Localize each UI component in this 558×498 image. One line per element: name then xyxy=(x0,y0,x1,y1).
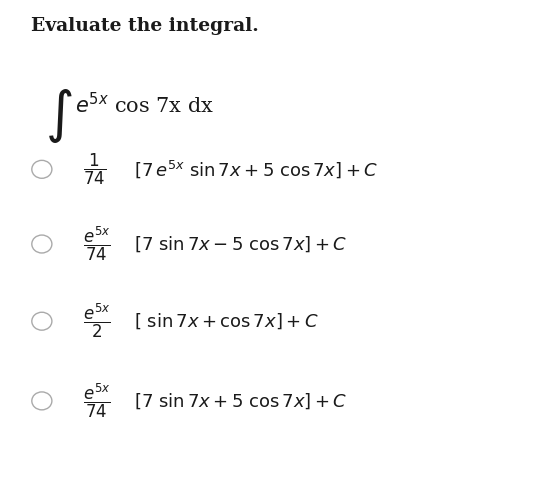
Text: $[\ \sin 7x + \cos 7x] + C$: $[\ \sin 7x + \cos 7x] + C$ xyxy=(134,311,319,331)
Text: Evaluate the integral.: Evaluate the integral. xyxy=(31,17,258,35)
Text: $\dfrac{1}{74}$: $\dfrac{1}{74}$ xyxy=(83,152,105,187)
Text: $e^{5x}$ cos 7x dx: $e^{5x}$ cos 7x dx xyxy=(75,92,214,118)
Text: $[7\,e^{5x}\ \sin 7x + 5\ \cos 7x] + C$: $[7\,e^{5x}\ \sin 7x + 5\ \cos 7x] + C$ xyxy=(134,158,378,180)
Text: $[7\ \sin 7x + 5\ \cos 7x] + C$: $[7\ \sin 7x + 5\ \cos 7x] + C$ xyxy=(134,391,348,411)
Text: $\dfrac{e^{5x}}{74}$: $\dfrac{e^{5x}}{74}$ xyxy=(83,382,110,420)
Text: $\int$: $\int$ xyxy=(45,87,72,145)
Text: $\dfrac{e^{5x}}{74}$: $\dfrac{e^{5x}}{74}$ xyxy=(83,225,110,263)
Text: $\dfrac{e^{5x}}{2}$: $\dfrac{e^{5x}}{2}$ xyxy=(83,302,110,340)
Text: $[7\ \sin 7x - 5\ \cos 7x] + C$: $[7\ \sin 7x - 5\ \cos 7x] + C$ xyxy=(134,234,348,254)
